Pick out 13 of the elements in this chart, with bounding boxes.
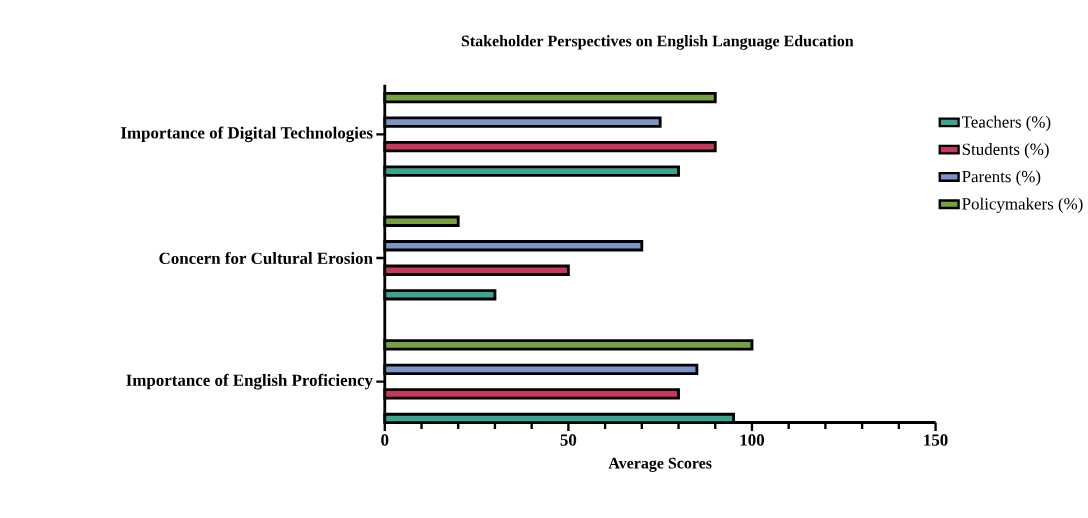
chart-title: Stakeholder Perspectives on English Language Education (461, 35, 854, 50)
legend-label: Policymakers (%) (962, 197, 1083, 214)
x-tick-label: 50 (560, 434, 577, 446)
y-tick-label: Concern for Cultural Erosion (159, 252, 373, 265)
legend-label: Students (%) (962, 143, 1049, 159)
x-tick-label: 150 (924, 434, 948, 446)
y-tick-label: Importance of English Proficiency (126, 373, 373, 390)
x-axis-title: Average Scores (608, 457, 712, 473)
y-tick-label: Importance of Digital Technologies (120, 126, 373, 143)
legend-label: Teachers (%) (961, 115, 1051, 132)
x-tick-label: 100 (740, 434, 765, 446)
x-tick-label: 0 (381, 434, 389, 446)
legend-label: Parents (%) (962, 170, 1041, 186)
